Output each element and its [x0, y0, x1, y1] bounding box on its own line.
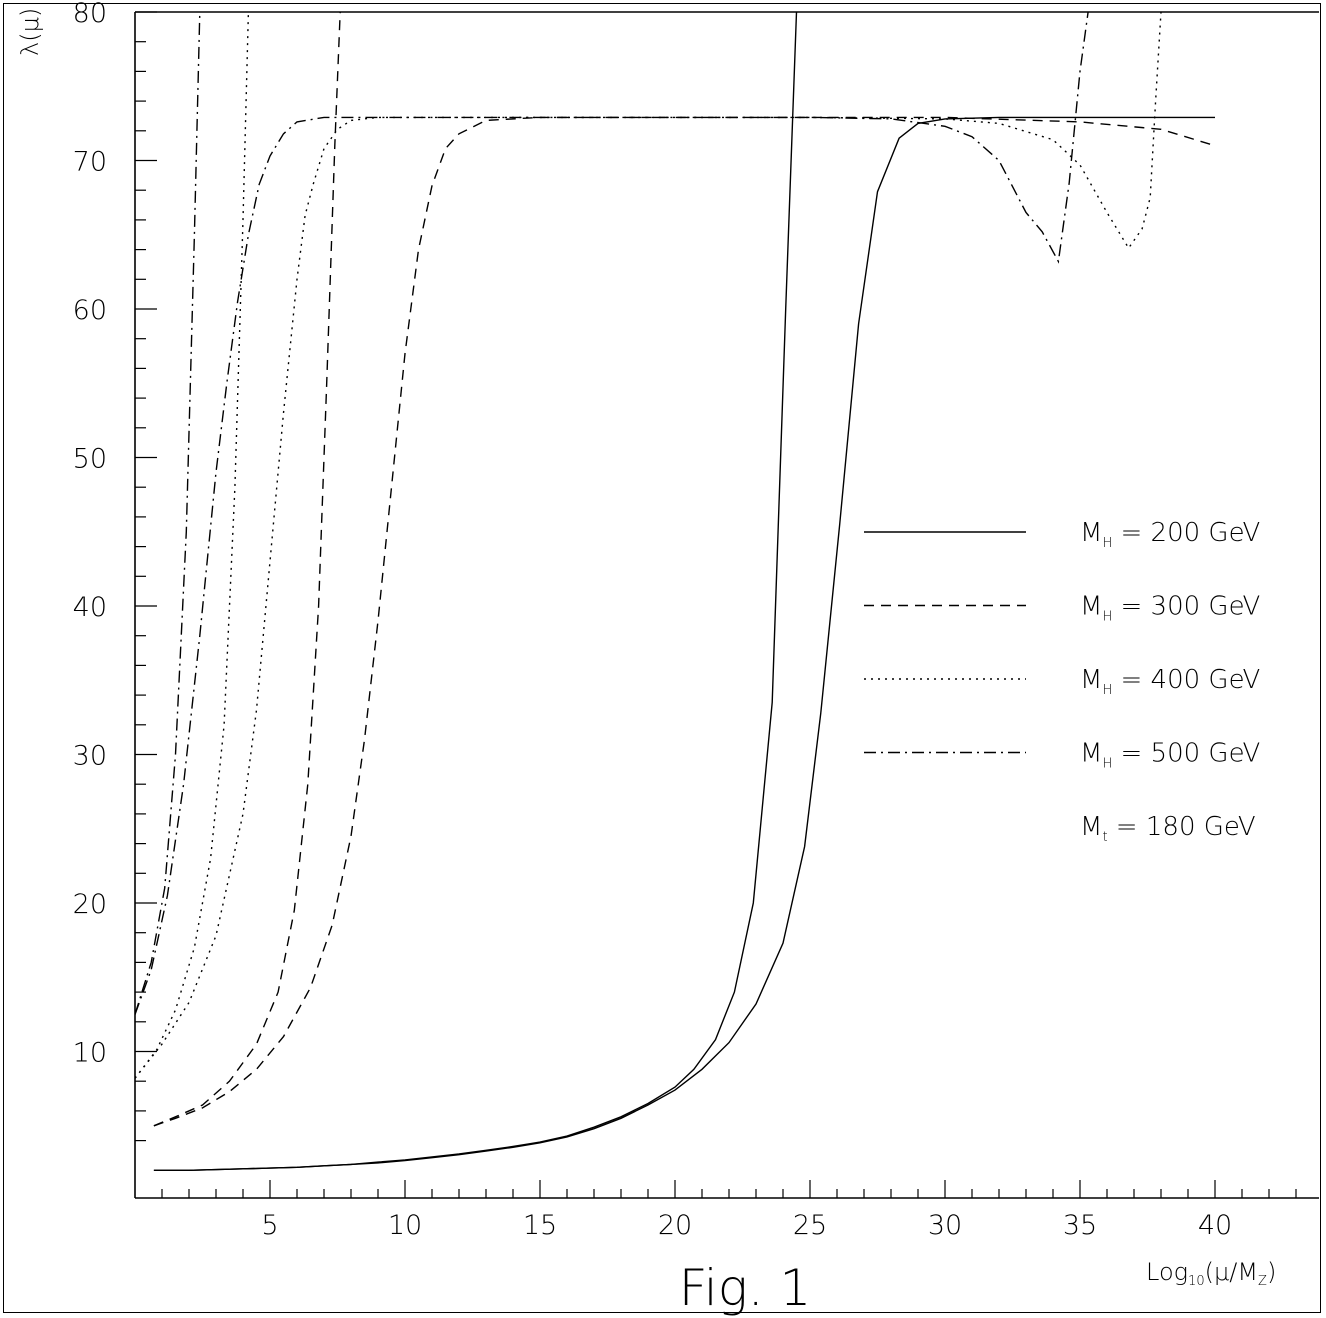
x-tick-label: 25 [793, 1210, 827, 1241]
y-axis-title: λ(μ) [16, 8, 44, 56]
series-3-branch-2-line [135, 12, 1162, 1079]
series-lines [135, 12, 1216, 1172]
series-1-branch-2-line [153, 116, 1215, 1172]
x-tick-label: 35 [1063, 1210, 1097, 1241]
series-2-branch-1-line [153, 12, 341, 1127]
legend: MH = 200 GeV MH = 300 GeV MH = 400 GeV MH =… [864, 518, 1260, 845]
x-tick-label: 20 [658, 1210, 692, 1241]
y-tick-label: 60 [73, 295, 107, 326]
series-1-branch-1-line [153, 12, 798, 1172]
x-tick-label: 10 [388, 1210, 422, 1241]
y-tick-label: 70 [73, 147, 107, 178]
x-tick-label: 30 [928, 1210, 962, 1241]
legend-note-top-mass: Mt = 180 GeV [1080, 812, 1256, 845]
figure-caption: Fig. 1 [679, 1259, 812, 1317]
x-tick-label: 40 [1198, 1210, 1232, 1241]
x-tick-label: 5 [261, 1210, 278, 1241]
series-4-branch-1-line [135, 12, 201, 1015]
x-tick-label: 15 [523, 1210, 557, 1241]
y-tick-label: 80 [73, 0, 107, 29]
ticks: 5 10 15 20 25 30 35 40 10 20 30 40 50 60 70 80 [73, 0, 1297, 1241]
legend-label-3: MH = 400 GeV [1080, 665, 1260, 698]
y-tick-label: 10 [73, 1038, 107, 1069]
x-axis-title: Log10(μ/MZ) [1146, 1258, 1276, 1289]
figure-frame [3, 3, 1321, 1313]
axes [134, 11, 1319, 1199]
legend-label-2: MH = 300 GeV [1080, 592, 1260, 625]
y-tick-label: 20 [73, 889, 107, 920]
y-tick-label: 30 [73, 741, 107, 772]
series-3-branch-1-line [135, 12, 250, 1079]
series-4-branch-2-line [135, 12, 1089, 1015]
series-2-branch-2-line [153, 116, 1216, 1127]
legend-label-1: MH = 200 GeV [1080, 518, 1260, 551]
y-tick-label: 50 [73, 444, 107, 475]
y-tick-label: 40 [73, 592, 107, 623]
legend-label-4: MH = 500 GeV [1080, 739, 1260, 772]
